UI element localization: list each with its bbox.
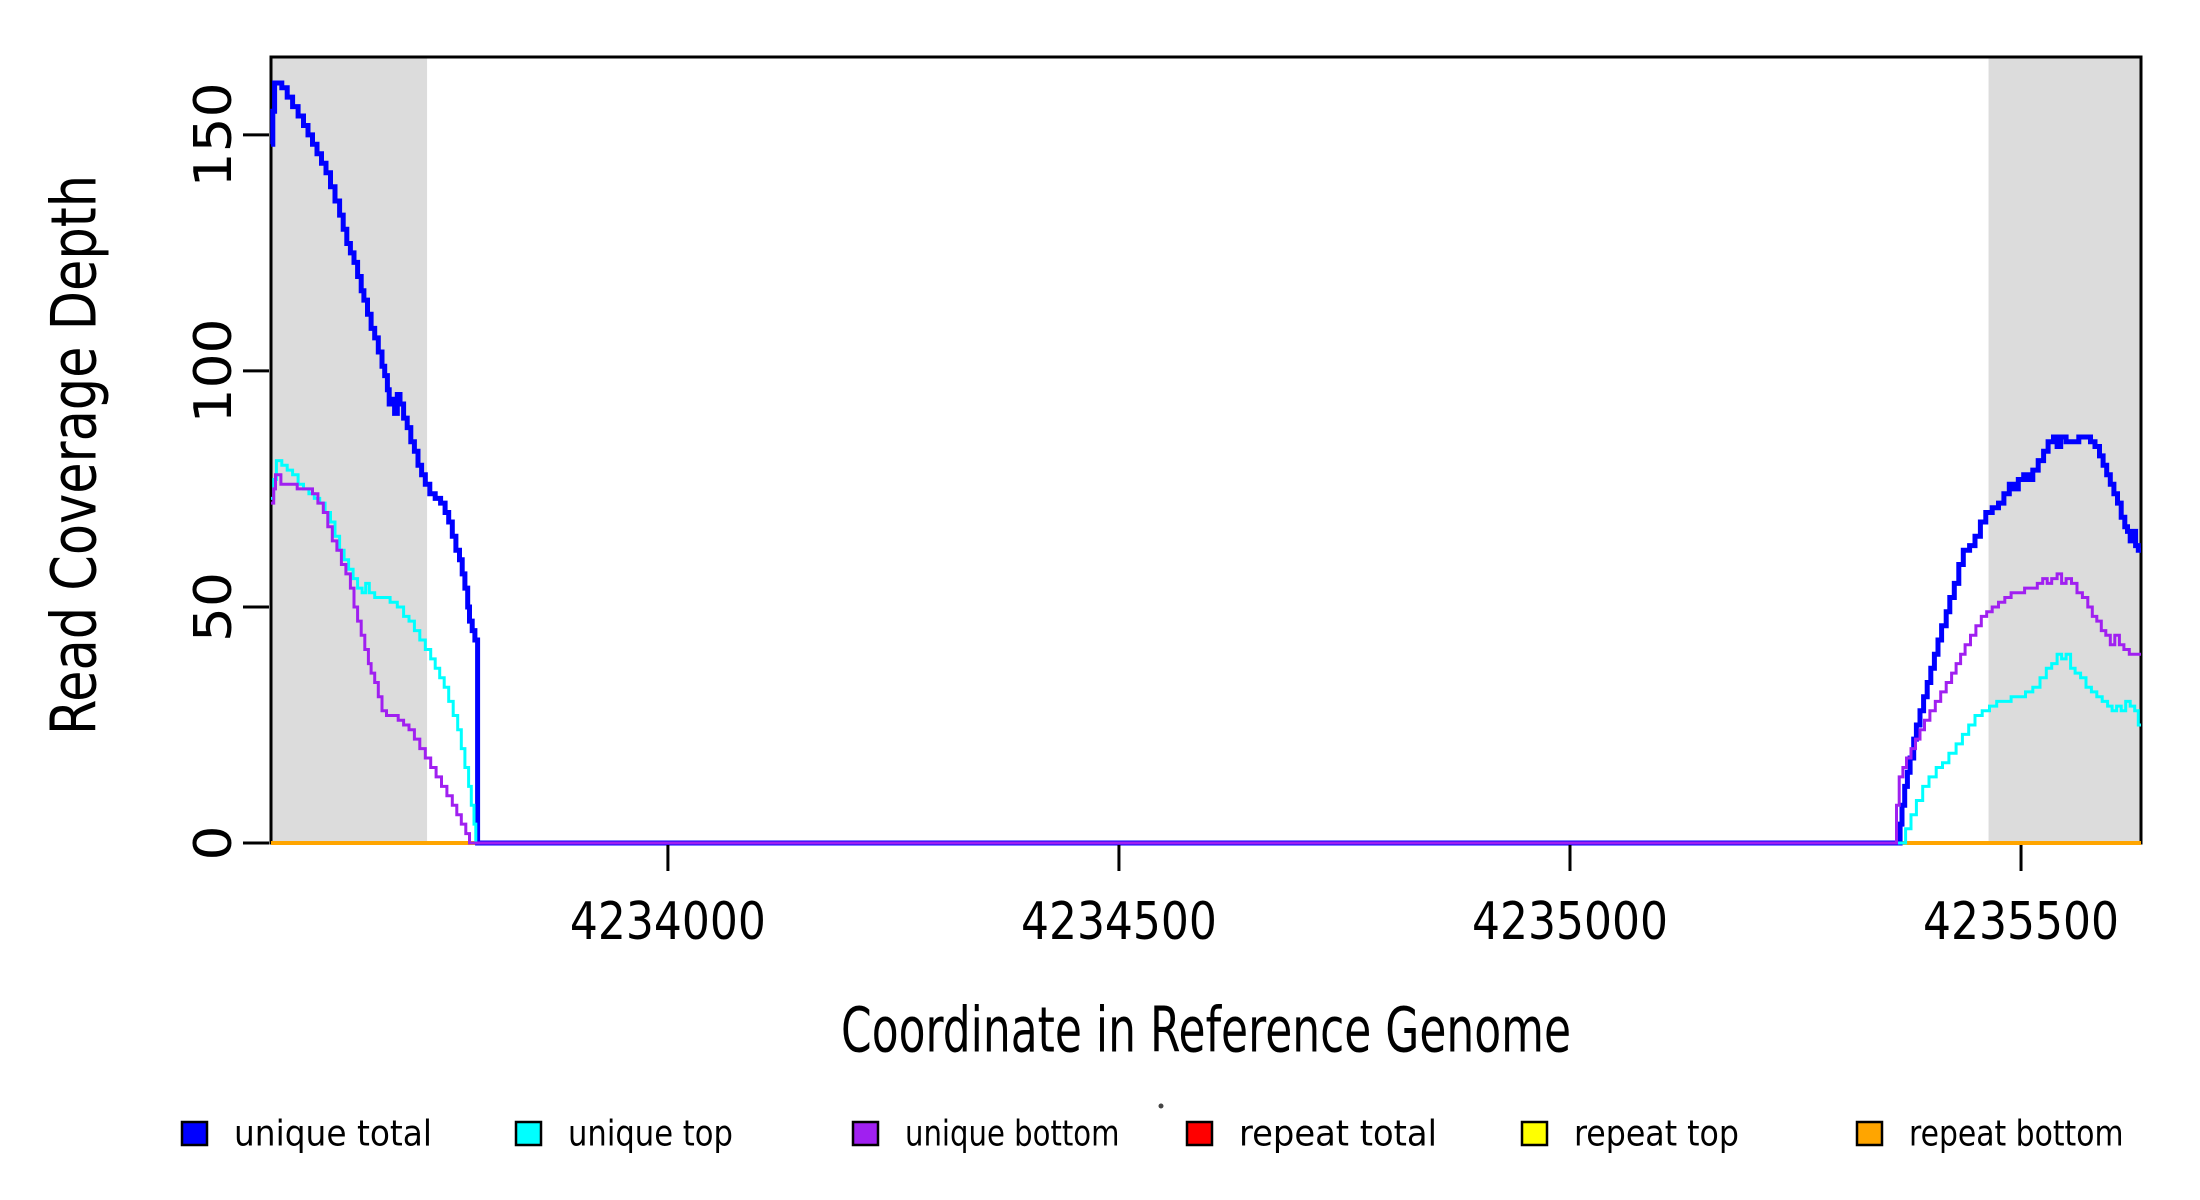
legend-label: unique bottom: [905, 1114, 1120, 1155]
y-tick-label: 50: [184, 572, 244, 642]
repeat-region-left: [271, 57, 428, 843]
repeat-region-right: [1988, 57, 2141, 843]
y-tick-label: 100: [184, 318, 244, 423]
y-tick-label: 150: [184, 82, 244, 187]
legend-item-unique-bottom: unique bottom: [851, 1114, 1120, 1155]
x-tick-label: 4234000: [570, 892, 766, 952]
legend-label: repeat total: [1239, 1114, 1437, 1155]
series-lines: [270, 80, 2141, 846]
legend-item-unique-total: unique total: [180, 1114, 432, 1155]
artifact-dot: [1158, 1103, 1164, 1109]
legend-swatch-unique-top: [514, 1120, 543, 1147]
legend-item-repeat-bottom: repeat bottom: [1855, 1114, 2124, 1155]
legend-swatch-repeat-total: [1185, 1120, 1214, 1147]
tick-labels: 4234000 4234500 4235000 4235500 0 50 100 150: [184, 82, 2119, 952]
series-line-unique-total: [270, 80, 2141, 846]
legend: unique total unique top unique bottom repea…: [180, 1114, 2124, 1155]
legend-item-unique-top: unique top: [514, 1114, 733, 1155]
legend-label: unique total: [234, 1114, 432, 1155]
legend-item-repeat-total: repeat total: [1185, 1114, 1437, 1155]
highlight-bands: [271, 57, 2141, 843]
legend-label: repeat top: [1574, 1114, 1739, 1155]
x-tick-label: 4234500: [1021, 892, 1217, 952]
y-axis-title: Read Coverage Depth: [38, 175, 111, 735]
legend-swatch-repeat-top: [1520, 1120, 1549, 1147]
legend-item-repeat-top: repeat top: [1520, 1114, 1739, 1155]
axis-ticks: [243, 133, 2023, 871]
legend-swatch-unique-bottom: [851, 1120, 880, 1147]
x-tick-label: 4235000: [1472, 892, 1668, 952]
series-line-unique-bottom: [271, 473, 2141, 845]
legend-label: repeat bottom: [1909, 1114, 2124, 1155]
series-line-unique-top: [271, 459, 2141, 845]
legend-label: unique top: [568, 1114, 733, 1155]
plot-box: [269, 55, 2143, 845]
x-tick-label: 4235500: [1923, 892, 2119, 952]
x-axis-title: Coordinate in Reference Genome: [841, 994, 1571, 1067]
legend-swatch-repeat-bottom: [1855, 1120, 1884, 1147]
y-tick-label: 0: [184, 826, 244, 861]
legend-swatch-unique-total: [180, 1120, 209, 1147]
